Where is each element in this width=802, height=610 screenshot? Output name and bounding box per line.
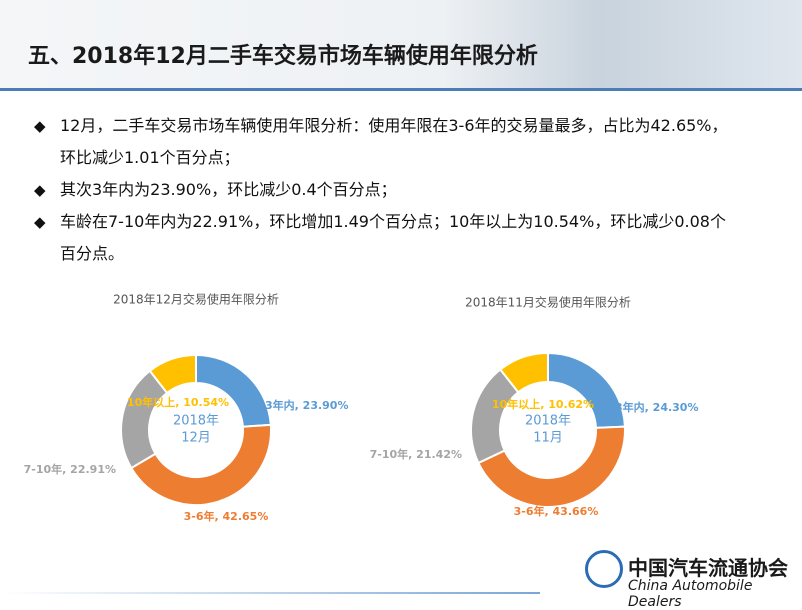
bullet: 12月，二手车交易市场车辆使用年限分析：使用年限在3-6年的交易量最多，占比为4…	[34, 110, 734, 174]
donut-slice	[498, 351, 549, 394]
data-label: 10年以上, 10.62%	[492, 397, 594, 411]
center-label: 2018年	[173, 414, 219, 429]
center-label: 11月	[533, 431, 563, 446]
chart-title: 2018年12月交易使用年限分析	[113, 292, 279, 307]
header-rule	[0, 88, 802, 91]
slide-title: 五、2018年12月二手车交易市场车辆使用年限分析	[28, 44, 538, 69]
chart-title: 2018年11月交易使用年限分析	[465, 295, 631, 310]
bullet: 车龄在7-10年内为22.91%，环比增加1.49个百分点；10年以上为10.5…	[34, 206, 734, 270]
header-band	[0, 0, 802, 88]
donut-slice	[477, 425, 626, 508]
logo-icon	[585, 550, 623, 588]
footer-rule	[0, 592, 540, 594]
logo-text: 中国汽车流通协会	[628, 556, 788, 580]
data-label: 3-6年, 42.65%	[184, 509, 269, 523]
data-label: 7-10年, 21.42%	[370, 447, 462, 461]
data-label: 3-6年, 43.66%	[514, 504, 599, 518]
center-label: 2018年	[525, 414, 571, 429]
data-label: 3年内, 23.90%	[265, 398, 348, 412]
donut-slice	[129, 423, 272, 506]
logo-subtext: China Automobile Dealers	[628, 578, 753, 610]
bullet-list: 12月，二手车交易市场车辆使用年限分析：使用年限在3-6年的交易量最多，占比为4…	[34, 110, 734, 270]
bullet: 其次3年内为23.90%，环比减少0.4个百分点；	[34, 174, 734, 206]
data-label: 3年内, 24.30%	[615, 400, 698, 414]
center-label: 12月	[181, 431, 211, 446]
data-label: 7-10年, 22.91%	[24, 462, 116, 476]
donut-slice	[148, 353, 197, 395]
data-label: 10年以上, 10.54%	[127, 395, 229, 409]
